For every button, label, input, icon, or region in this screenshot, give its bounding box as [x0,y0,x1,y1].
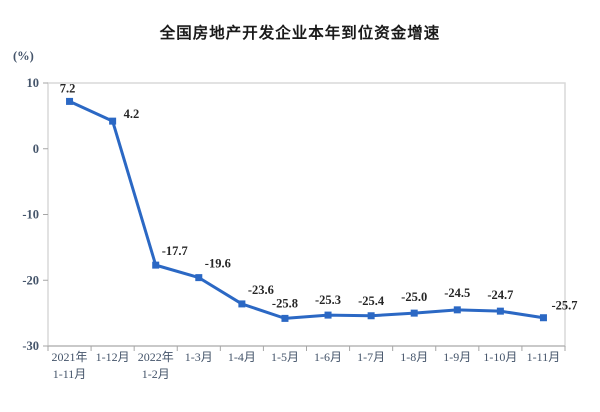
data-point-label: 7.2 [60,81,76,95]
data-point-marker [367,312,375,320]
data-series-line [68,99,545,320]
data-point-marker [66,97,74,105]
y-axis-tick-label: -10 [22,208,39,222]
data-point-label: 4.2 [124,107,140,121]
data-point-label: -23.6 [248,283,274,297]
data-point-marker [109,117,117,125]
data-point-marker [453,306,461,314]
data-point-label: -24.5 [444,286,470,300]
x-axis-category-label: 1-11月 [527,350,561,364]
x-axis-category-label: 1-3月 [185,350,213,364]
chart-title: 全国房地产开发企业本年到位资金增速 [159,25,441,42]
x-axis-category-label: 1-5月 [271,350,299,364]
data-point-label: -25.7 [551,299,577,313]
data-point-marker [496,307,504,315]
x-axis-category-label: 1-9月 [443,350,471,364]
x-axis-category-label: 2021年 1-11月 [52,350,88,381]
data-point-marker [410,309,418,317]
y-axis-tick-label: 10 [27,76,40,90]
data-point-marker [324,311,332,319]
y-axis-tick-label: -20 [22,273,39,287]
data-point-marker [195,274,203,282]
plot-border [47,82,566,347]
y-axis-tick-label: 0 [33,142,39,156]
data-point-label: -24.7 [487,288,513,302]
y-axis-unit-label: (%) [13,49,34,63]
x-axis-category-label: 1-7月 [357,350,385,364]
x-axis-category-label: 1-10月 [483,350,517,364]
x-axis-category-label: 1-12月 [96,350,130,364]
data-point-marker [281,314,289,322]
data-point-label: -17.7 [162,244,188,258]
data-point-label: -25.4 [358,294,385,308]
data-point-marker [539,314,547,322]
x-axis-category-label: 1-4月 [228,350,256,364]
data-point-marker [238,300,246,308]
data-point-label: -25.8 [272,296,298,310]
data-point-label: -25.3 [315,293,341,307]
x-axis-category-label: 2022年 1-2月 [138,350,174,381]
x-axis-category-label: 1-8月 [400,350,428,364]
data-point-marker [152,261,160,269]
y-axis-tick-label: -30 [22,339,39,353]
data-point-label: -25.0 [401,290,427,304]
x-axis-category-label: 1-6月 [314,350,342,364]
data-point-label: -19.6 [205,257,231,271]
